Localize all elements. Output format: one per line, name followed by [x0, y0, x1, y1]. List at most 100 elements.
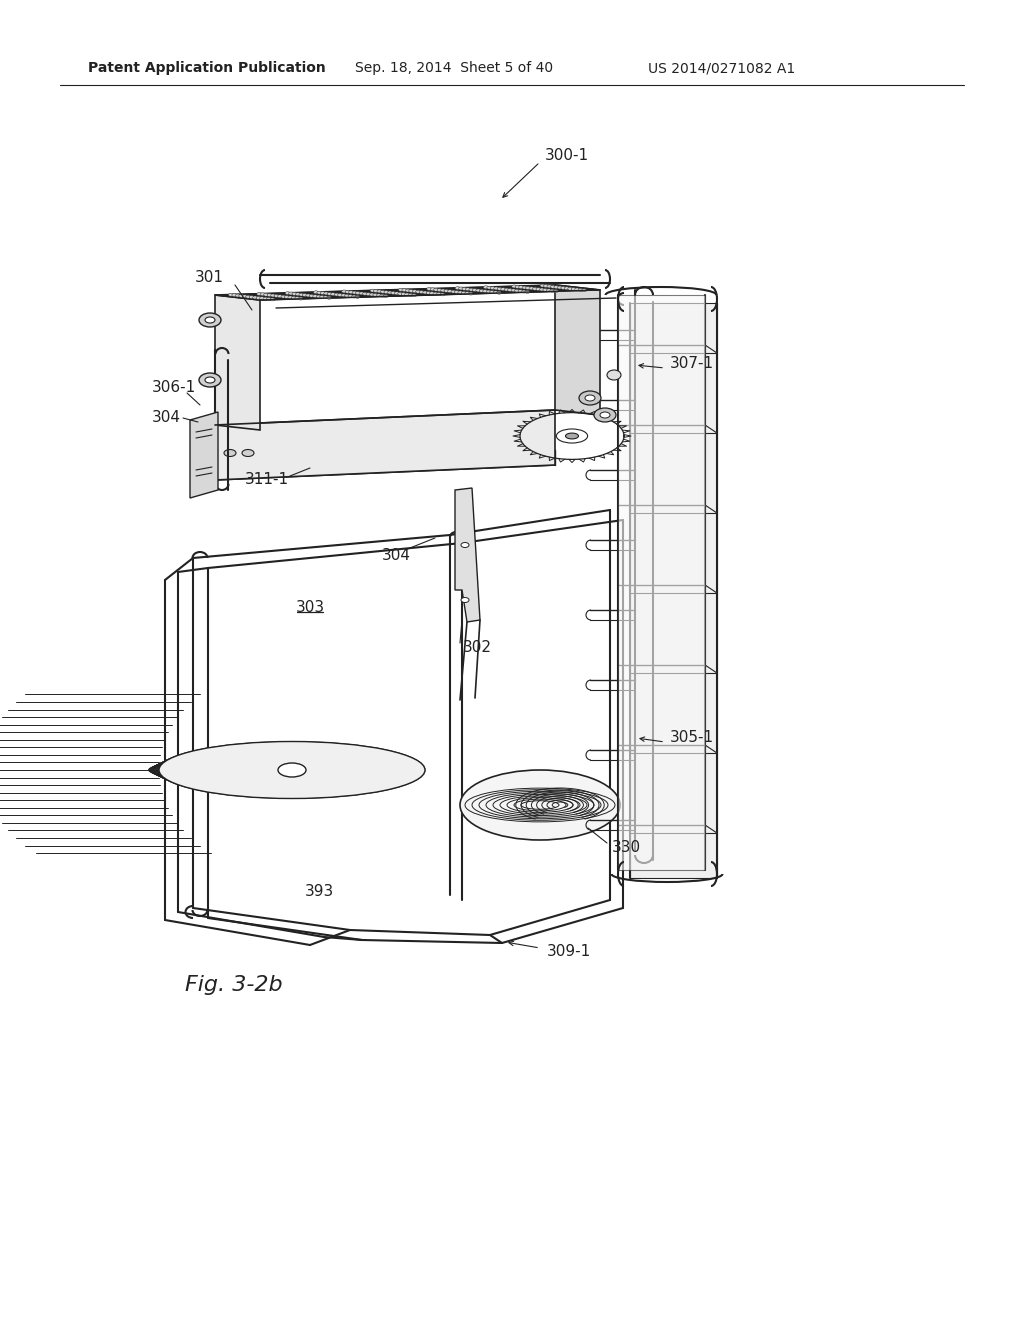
Ellipse shape	[205, 317, 215, 323]
Ellipse shape	[437, 289, 442, 292]
Text: 307-1: 307-1	[670, 355, 714, 371]
Ellipse shape	[551, 285, 555, 288]
Ellipse shape	[370, 289, 375, 292]
Ellipse shape	[366, 293, 371, 296]
Ellipse shape	[324, 292, 329, 294]
Ellipse shape	[338, 293, 343, 297]
Text: Patent Application Publication: Patent Application Publication	[88, 61, 326, 75]
Ellipse shape	[515, 285, 520, 288]
Ellipse shape	[536, 288, 541, 290]
Ellipse shape	[313, 290, 318, 294]
Text: 303: 303	[296, 599, 325, 615]
Text: 311-1: 311-1	[245, 473, 289, 487]
Ellipse shape	[312, 294, 317, 298]
Text: 305-1: 305-1	[670, 730, 714, 744]
Ellipse shape	[585, 395, 595, 401]
Ellipse shape	[401, 293, 407, 296]
Ellipse shape	[504, 288, 509, 292]
Ellipse shape	[270, 298, 274, 301]
Ellipse shape	[429, 292, 434, 294]
Ellipse shape	[199, 313, 221, 327]
Ellipse shape	[292, 292, 297, 296]
Ellipse shape	[518, 289, 523, 293]
Ellipse shape	[231, 293, 237, 297]
Ellipse shape	[466, 288, 470, 290]
Polygon shape	[455, 488, 480, 622]
Ellipse shape	[159, 742, 425, 799]
Ellipse shape	[582, 289, 587, 292]
Ellipse shape	[594, 408, 616, 422]
Ellipse shape	[490, 286, 496, 289]
Ellipse shape	[494, 290, 498, 294]
Polygon shape	[215, 285, 600, 300]
Text: 393: 393	[305, 884, 334, 899]
Ellipse shape	[483, 285, 488, 289]
Ellipse shape	[458, 290, 463, 294]
Ellipse shape	[391, 292, 396, 294]
Ellipse shape	[433, 292, 438, 296]
Ellipse shape	[455, 286, 460, 289]
Ellipse shape	[239, 294, 244, 297]
Ellipse shape	[344, 294, 349, 297]
Text: 301: 301	[195, 271, 224, 285]
Ellipse shape	[494, 286, 499, 290]
Ellipse shape	[316, 292, 322, 294]
Ellipse shape	[461, 543, 469, 548]
Ellipse shape	[274, 294, 279, 297]
Ellipse shape	[553, 289, 558, 293]
Polygon shape	[215, 411, 555, 480]
Ellipse shape	[324, 296, 328, 298]
Ellipse shape	[351, 294, 356, 298]
Polygon shape	[555, 285, 600, 414]
Ellipse shape	[309, 294, 314, 297]
Ellipse shape	[469, 288, 474, 292]
Ellipse shape	[436, 293, 441, 296]
Ellipse shape	[451, 290, 456, 293]
Ellipse shape	[486, 286, 492, 289]
Ellipse shape	[359, 292, 365, 294]
Ellipse shape	[462, 292, 466, 294]
Ellipse shape	[525, 286, 530, 289]
Ellipse shape	[270, 294, 275, 297]
Ellipse shape	[459, 286, 464, 290]
Ellipse shape	[374, 289, 379, 293]
Ellipse shape	[260, 293, 265, 296]
Ellipse shape	[267, 293, 272, 297]
Ellipse shape	[554, 285, 559, 289]
Ellipse shape	[556, 429, 588, 444]
Ellipse shape	[259, 297, 264, 300]
Text: 306-1: 306-1	[152, 380, 197, 396]
Ellipse shape	[489, 290, 495, 293]
Ellipse shape	[547, 289, 551, 292]
Ellipse shape	[574, 288, 580, 290]
Text: US 2014/0271082 A1: US 2014/0271082 A1	[648, 61, 796, 75]
Ellipse shape	[224, 450, 236, 457]
Ellipse shape	[288, 296, 293, 298]
Ellipse shape	[468, 292, 473, 296]
Ellipse shape	[511, 289, 516, 292]
Ellipse shape	[550, 289, 555, 292]
Polygon shape	[630, 304, 717, 878]
Ellipse shape	[377, 294, 381, 297]
Ellipse shape	[345, 290, 350, 293]
Text: Fig. 3-2b: Fig. 3-2b	[185, 975, 283, 995]
Polygon shape	[618, 294, 705, 870]
Ellipse shape	[383, 294, 388, 297]
Ellipse shape	[327, 296, 332, 300]
Ellipse shape	[543, 288, 548, 292]
Ellipse shape	[544, 285, 549, 288]
Ellipse shape	[430, 288, 435, 290]
Ellipse shape	[352, 292, 357, 294]
Ellipse shape	[398, 288, 403, 292]
Ellipse shape	[413, 290, 417, 293]
Ellipse shape	[299, 293, 304, 296]
Text: 330: 330	[612, 840, 641, 854]
Ellipse shape	[257, 293, 262, 296]
Ellipse shape	[461, 598, 469, 602]
Ellipse shape	[406, 289, 411, 292]
Ellipse shape	[381, 290, 385, 293]
Ellipse shape	[498, 288, 502, 290]
Ellipse shape	[205, 378, 215, 383]
Ellipse shape	[426, 292, 431, 294]
Ellipse shape	[482, 289, 487, 293]
